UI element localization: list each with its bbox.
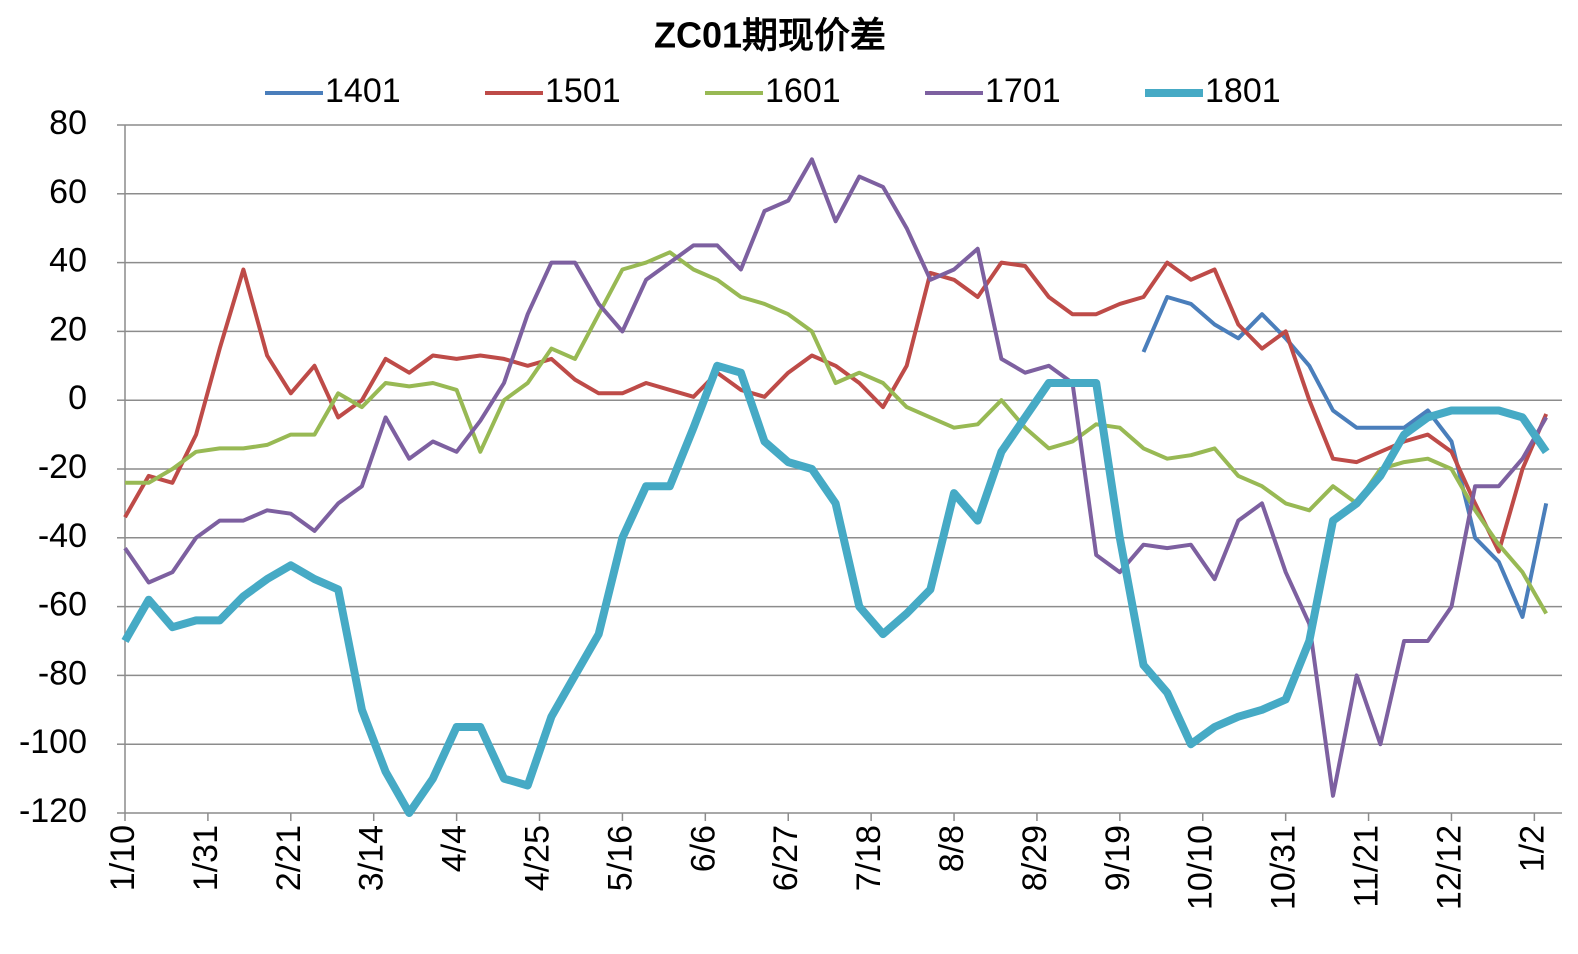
x-tick-label: 10/31 — [1265, 825, 1303, 910]
legend-label: 1501 — [545, 72, 621, 110]
x-tick-label: 11/21 — [1348, 825, 1386, 908]
y-tick-label: 60 — [49, 173, 87, 211]
x-tick-label: 12/12 — [1430, 825, 1468, 910]
x-tick-label: 4/4 — [436, 825, 474, 872]
x-tick-label: 1/31 — [187, 825, 225, 891]
y-tick-label: 40 — [49, 242, 87, 280]
y-tick-label: 0 — [68, 379, 87, 417]
y-tick-label: -100 — [19, 723, 87, 761]
x-tick-label: 1/2 — [1513, 825, 1551, 872]
x-tick-label: 6/27 — [767, 825, 805, 891]
legend-label: 1701 — [985, 72, 1061, 110]
y-tick-label: -80 — [38, 654, 87, 692]
x-tick-label: 8/8 — [933, 825, 971, 872]
x-tick-label: 1/10 — [104, 825, 142, 891]
legend-label: 1401 — [325, 72, 401, 110]
x-tick-label: 8/29 — [1016, 825, 1054, 891]
x-tick-label: 2/21 — [270, 825, 308, 891]
y-tick-label: -20 — [38, 448, 87, 486]
series-line — [125, 250, 1548, 615]
y-tick-label: 80 — [49, 104, 87, 142]
x-tick-label: 4/25 — [519, 825, 557, 891]
series-line — [121, 361, 1550, 817]
x-tick-label: 9/19 — [1099, 825, 1137, 891]
x-tick-label: 10/10 — [1182, 825, 1220, 910]
x-tick-label: 5/16 — [601, 825, 639, 891]
x-tick-label: 3/14 — [353, 825, 391, 891]
chart-title: ZC01期现价差 — [654, 15, 886, 56]
y-tick-label: 20 — [49, 310, 87, 348]
series-line — [123, 260, 1549, 554]
legend-label: 1601 — [765, 72, 841, 110]
series-line — [1141, 295, 1549, 619]
series-line — [123, 157, 1548, 798]
y-tick-label: -40 — [38, 517, 87, 555]
x-tick-label: 7/18 — [850, 825, 888, 891]
x-tick-label: 6/6 — [684, 825, 722, 872]
y-tick-label: -120 — [19, 792, 87, 830]
y-tick-label: -60 — [38, 586, 87, 624]
legend-label: 1801 — [1205, 72, 1281, 110]
